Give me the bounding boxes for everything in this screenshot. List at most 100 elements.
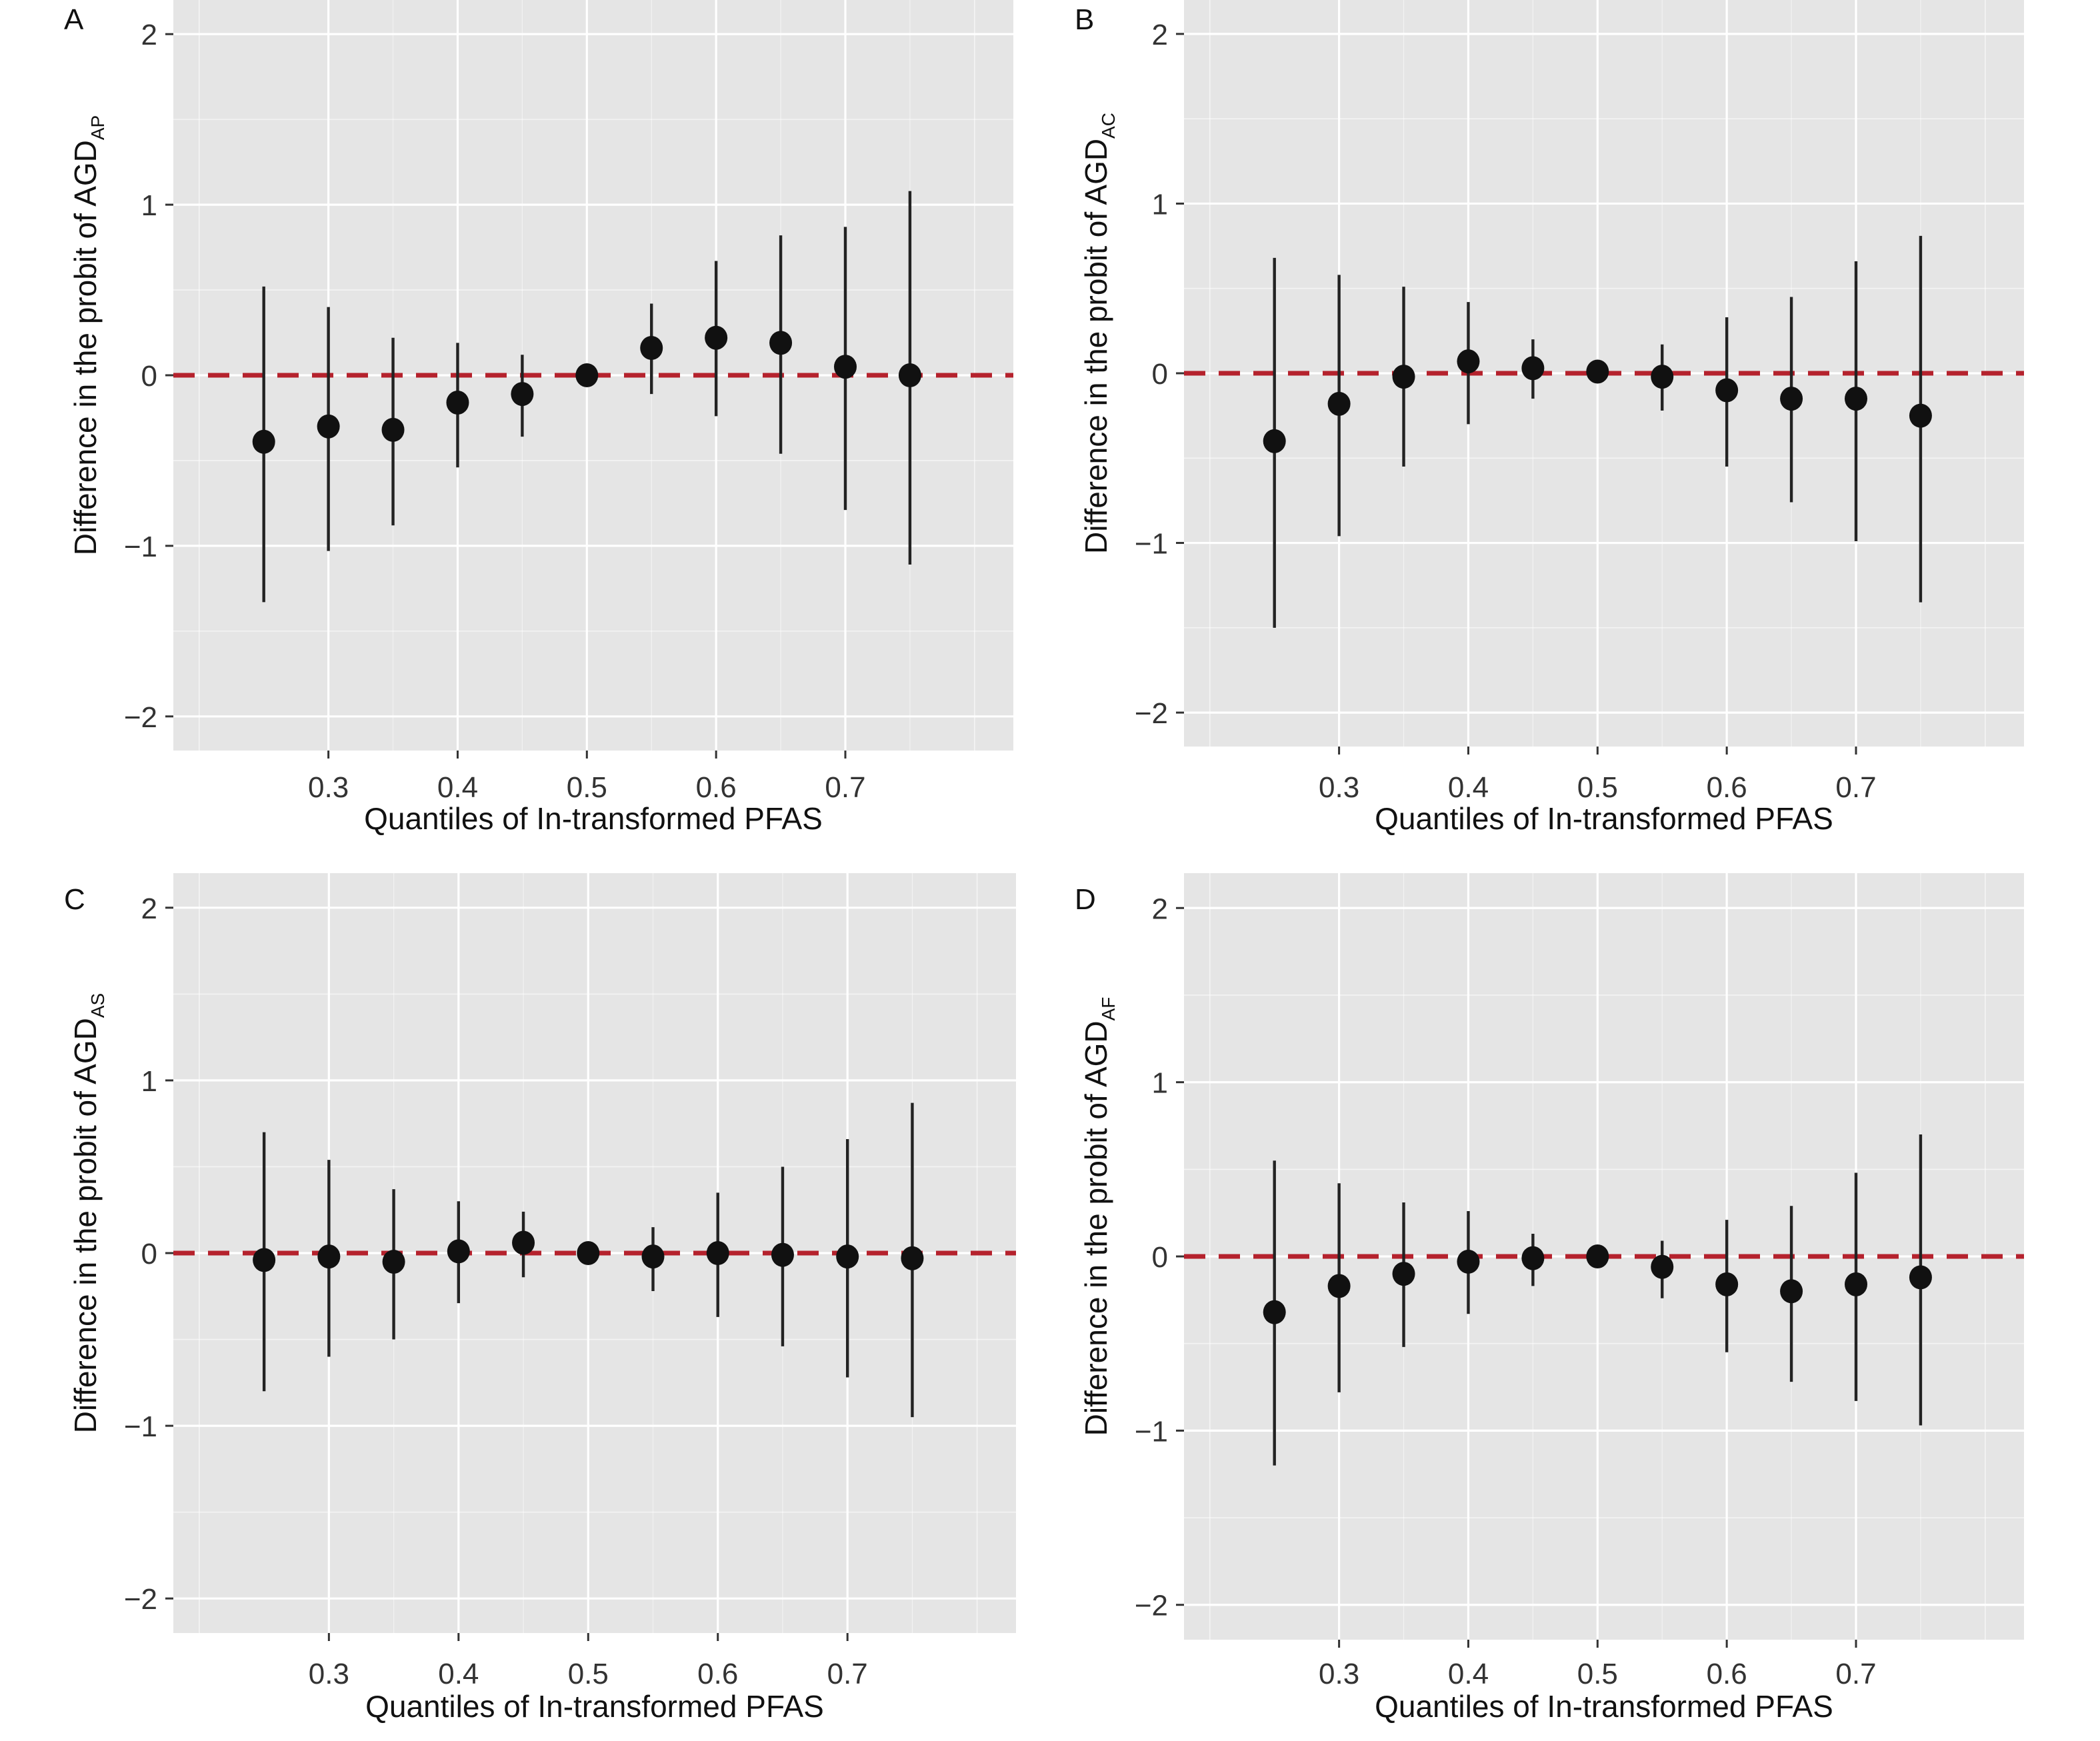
- data-point: [252, 429, 275, 454]
- data-point: [447, 1239, 470, 1264]
- panel-label: D: [1075, 883, 1096, 916]
- data-point: [1457, 1249, 1480, 1274]
- y-axis-title-main: Difference in the probit of AGD: [68, 1018, 103, 1433]
- x-tick-label: 0.3: [308, 771, 349, 804]
- y-tick-label: −2: [1135, 697, 1168, 730]
- data-point: [640, 336, 663, 361]
- x-tick-label: 0.3: [1319, 771, 1359, 804]
- x-tick-label: 0.5: [568, 1658, 609, 1690]
- data-point: [1715, 378, 1739, 403]
- y-tick-label: 2: [1152, 892, 1168, 925]
- data-point: [1457, 349, 1480, 374]
- x-tick-label: 0.4: [1448, 1658, 1489, 1690]
- x-tick-label: 0.4: [437, 771, 478, 804]
- data-point: [1327, 1274, 1351, 1298]
- y-tick-label: 0: [141, 360, 157, 393]
- panel-c: −2 −1 0 1 2 0.3 0.4 0.5 0.6 0.7 C Quantiles of In-t…: [64, 873, 1016, 1724]
- x-tick-label: 0.6: [696, 771, 737, 804]
- x-tick-label: 0.7: [1835, 771, 1876, 804]
- y-tick-label: 1: [1152, 1067, 1168, 1100]
- data-point: [317, 1244, 341, 1269]
- data-point: [317, 414, 340, 439]
- y-tick-label: −2: [124, 1583, 157, 1616]
- y-tick-label: 2: [1152, 19, 1168, 51]
- panel-b: −2 −1 0 1 2 0.3 0.4 0.5 0.6 0.7 B Quantiles of In-t…: [1075, 0, 2024, 836]
- data-point: [512, 1230, 535, 1255]
- data-point: [1586, 1244, 1609, 1268]
- x-tick-label: 0.5: [1577, 1658, 1618, 1690]
- x-axis-title: Quantiles of In-transformed PFAS: [1375, 1689, 1833, 1724]
- data-point: [1586, 359, 1609, 384]
- data-point: [834, 355, 857, 379]
- data-point: [253, 1248, 276, 1272]
- y-tick-label: −2: [124, 701, 157, 734]
- x-tick-label: 0.5: [1577, 771, 1618, 804]
- data-point: [1392, 1262, 1415, 1286]
- y-tick-label: 2: [141, 892, 157, 925]
- data-point: [1521, 1246, 1545, 1270]
- data-point: [382, 1249, 405, 1274]
- data-point: [1651, 1254, 1674, 1279]
- panel-label: A: [64, 3, 84, 36]
- data-point: [1651, 365, 1674, 389]
- x-tick-label: 0.3: [309, 1658, 349, 1690]
- y-axis-title: Difference in the probit of AGDAF: [1079, 997, 1119, 1436]
- y-tick-label: −1: [1135, 528, 1168, 561]
- x-tick-label: 0.4: [438, 1658, 479, 1690]
- y-tick-label: 1: [1152, 188, 1168, 221]
- y-axis-title-main: Difference in the probit of AGD: [1079, 1020, 1113, 1436]
- panel-a: −2 −1 0 1 2 0.3 0.4 0.5 0.6 0.7 A Quantiles of In-t…: [64, 0, 1013, 836]
- x-tick-label: 0.6: [1707, 771, 1747, 804]
- data-point: [771, 1242, 794, 1267]
- y-axis-title-subscript: AS: [87, 993, 108, 1018]
- y-axis-title: Difference in the probit of AGDAS: [68, 993, 108, 1433]
- data-point: [1909, 1265, 1932, 1290]
- y-tick-label: 2: [141, 19, 157, 51]
- data-point: [1780, 1279, 1803, 1304]
- y-axis-title-main: Difference in the probit of AGD: [1079, 139, 1113, 554]
- y-axis-title-subscript: AF: [1098, 997, 1119, 1021]
- y-tick-label: 1: [141, 1065, 157, 1098]
- data-point: [901, 1246, 924, 1270]
- y-tick-label: −2: [1135, 1590, 1168, 1622]
- x-tick-label: 0.7: [827, 1658, 868, 1690]
- data-point: [1263, 1300, 1286, 1324]
- y-tick-label: −1: [124, 1410, 157, 1443]
- y-tick-label: −1: [1135, 1415, 1168, 1448]
- x-axis-title: Quantiles of In-transformed PFAS: [364, 801, 823, 836]
- data-point: [836, 1244, 859, 1269]
- x-axis-title: Quantiles of In-transformed PFAS: [365, 1689, 824, 1724]
- data-point: [1780, 387, 1803, 411]
- y-tick-label: −1: [124, 531, 157, 563]
- data-point: [706, 1241, 729, 1265]
- panel-label: B: [1075, 3, 1094, 36]
- data-point: [898, 363, 921, 387]
- y-tick-label: 1: [141, 189, 157, 222]
- data-point: [577, 1241, 600, 1265]
- x-tick-label: 0.5: [567, 771, 607, 804]
- y-axis-title-main: Difference in the probit of AGD: [68, 140, 103, 555]
- x-axis-title: Quantiles of In-transformed PFAS: [1375, 801, 1833, 836]
- y-tick-label: 0: [1152, 1241, 1168, 1274]
- x-tick-label: 0.7: [825, 771, 865, 804]
- data-point: [1715, 1272, 1739, 1296]
- y-axis-title: Difference in the probit of AGDAC: [1079, 113, 1119, 554]
- data-point: [1392, 365, 1415, 389]
- x-tick-label: 0.4: [1448, 771, 1489, 804]
- x-tick-label: 0.6: [697, 1658, 738, 1690]
- y-axis-title: Difference in the probit of AGDAP: [68, 115, 108, 555]
- data-point: [381, 417, 405, 442]
- panel-label: C: [64, 883, 85, 916]
- y-axis-title-subscript: AP: [87, 115, 108, 140]
- y-axis-title-subscript: AC: [1098, 113, 1119, 139]
- data-point: [446, 390, 469, 415]
- data-point: [1521, 356, 1545, 381]
- y-tick-label: 0: [1152, 358, 1168, 391]
- data-point: [1909, 403, 1932, 428]
- x-tick-label: 0.7: [1835, 1658, 1876, 1690]
- data-point: [1327, 391, 1351, 416]
- panel-d: −2 −1 0 1 2 0.3 0.4 0.5 0.6 0.7 D Quantiles of In-t…: [1075, 873, 2024, 1724]
- data-point: [1845, 1272, 1867, 1296]
- data-point: [1263, 429, 1286, 453]
